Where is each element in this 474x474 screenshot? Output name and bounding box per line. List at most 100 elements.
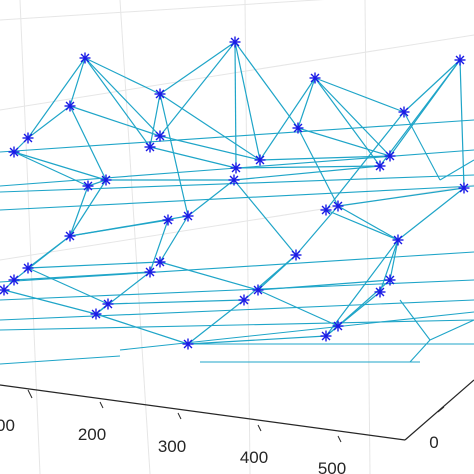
grid-line	[244, 0, 251, 474]
wire-edge	[314, 77, 391, 157]
wire-edge	[325, 111, 405, 211]
wire-beam	[0, 251, 474, 283]
y-tick-mark	[437, 406, 445, 413]
data-point	[374, 286, 386, 298]
data-point	[309, 72, 321, 84]
wire-edge	[379, 59, 461, 167]
wire-edge	[3, 289, 97, 315]
data-point	[0, 284, 10, 296]
data-point	[290, 249, 302, 261]
data-point	[102, 298, 114, 310]
data-point	[374, 160, 386, 172]
data-point	[228, 174, 240, 186]
wireframe	[0, 41, 474, 365]
data-point	[22, 262, 34, 274]
x-tick-label: 400	[240, 448, 268, 467]
wire-edge	[257, 289, 339, 327]
x-tick-label: 00	[0, 416, 15, 435]
data-point	[332, 200, 344, 212]
wire-beam	[0, 299, 474, 321]
wire-edge	[159, 261, 259, 291]
data-point	[292, 122, 304, 134]
wire-edge	[439, 159, 474, 181]
wire-edge	[27, 267, 109, 305]
data-point	[8, 146, 20, 158]
wire-edge	[314, 77, 381, 167]
axes	[0, 379, 474, 443]
wire-edge	[295, 205, 339, 256]
wire-edge	[84, 57, 151, 148]
wire-edge	[107, 299, 245, 305]
tick-labels: 00 200 300 400 500 0	[0, 416, 439, 474]
wire-edge	[13, 271, 151, 281]
grid-line	[0, 34, 474, 111]
wire-edge	[325, 239, 399, 337]
wire-edge	[149, 219, 169, 273]
data-point	[154, 130, 166, 142]
wire-edge	[399, 299, 431, 341]
data-point	[154, 256, 166, 268]
wire-edge	[159, 215, 189, 263]
data-point	[90, 308, 102, 320]
grid-line	[364, 0, 371, 474]
data-point	[320, 204, 332, 216]
wire-edge	[429, 319, 474, 341]
data-point	[254, 154, 266, 166]
wire-edge	[259, 77, 316, 161]
wire-edge	[233, 179, 297, 256]
x-tick-mark	[99, 401, 104, 409]
wire-beam	[0, 185, 474, 211]
wire-edge	[69, 219, 169, 237]
wire-edge	[337, 279, 391, 327]
data-point	[454, 54, 466, 66]
wire-edge	[159, 93, 261, 161]
data-point	[22, 132, 34, 144]
wire-edge	[389, 239, 399, 281]
wire-edge	[397, 187, 465, 241]
wire-edge	[234, 41, 261, 161]
x-tick-mark	[337, 435, 342, 443]
data-point	[252, 284, 264, 296]
y-tick-label: 0	[429, 433, 438, 452]
wire-edge	[297, 127, 391, 157]
data-point	[229, 36, 241, 48]
x-tick-mark	[257, 424, 262, 432]
wire-edge	[234, 41, 237, 169]
wire-edge	[149, 93, 161, 148]
wire-beam	[0, 319, 474, 331]
wire-edge	[297, 77, 316, 129]
data-point	[8, 274, 20, 286]
wire-beam	[119, 311, 474, 351]
wire-edge	[87, 179, 107, 187]
data-point	[144, 266, 156, 278]
wire-edge	[13, 235, 71, 281]
wire-edge	[325, 209, 399, 241]
wire-edge	[13, 151, 107, 181]
wire-edge	[159, 135, 261, 161]
grid-line	[0, 0, 324, 21]
data-points	[0, 36, 470, 350]
wire-edge	[187, 299, 245, 345]
data-point	[384, 274, 396, 286]
data-point	[238, 294, 250, 306]
wire-edge	[409, 339, 431, 363]
data-point	[182, 338, 194, 350]
wire-edge	[27, 57, 86, 139]
data-point	[144, 141, 156, 153]
data-point	[392, 234, 404, 246]
data-point	[182, 210, 194, 222]
data-point	[398, 106, 410, 118]
wire-edge	[159, 41, 236, 95]
wire-edge	[187, 179, 235, 217]
wire-edge	[95, 313, 189, 345]
wire-edge	[234, 41, 299, 129]
data-point	[332, 320, 344, 332]
wire-edge	[403, 59, 461, 113]
y-axis	[404, 379, 474, 441]
wire-edge	[337, 187, 465, 207]
wire-edge	[187, 335, 327, 345]
wire-edge	[69, 105, 161, 137]
x-tick-mark	[177, 412, 182, 420]
